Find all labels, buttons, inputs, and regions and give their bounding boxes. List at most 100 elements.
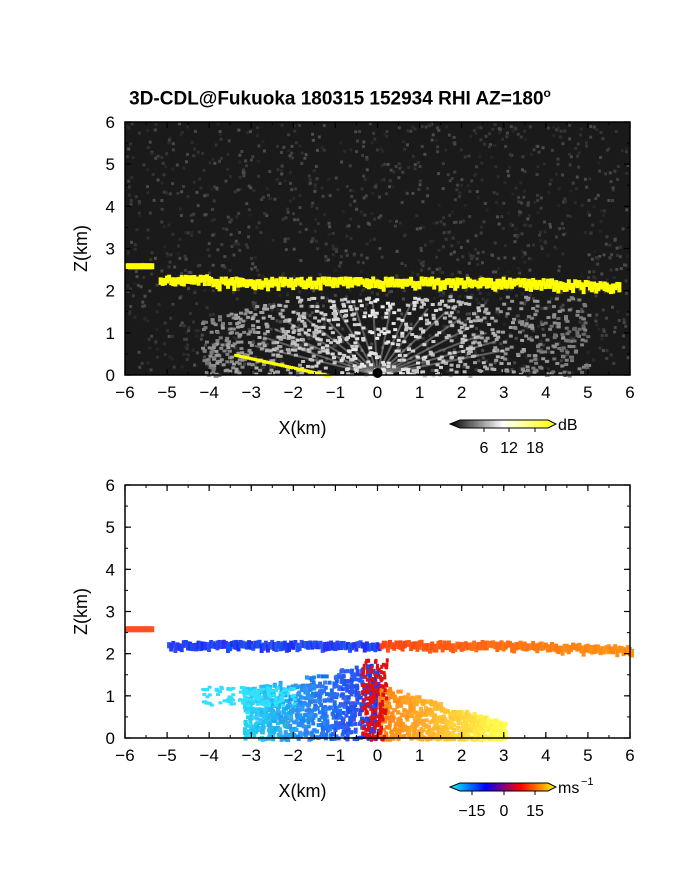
noise-pixel: [397, 126, 401, 130]
noise-pixel: [475, 353, 479, 357]
noise-pixel: [332, 344, 336, 348]
noise-pixel: [352, 252, 356, 256]
velocity-pixel: [271, 702, 276, 707]
ground-return-pixel: [310, 370, 315, 374]
velocity-pixel: [270, 712, 275, 717]
velocity-pixel: [489, 641, 494, 648]
noise-pixel: [540, 306, 544, 310]
noise-pixel: [541, 146, 545, 150]
backscatter-pixel: [268, 349, 273, 353]
velocity-pixel: [416, 718, 421, 723]
backscatter-pixel: [556, 322, 561, 326]
backscatter-pixel: [237, 358, 242, 362]
noise-pixel: [366, 330, 370, 334]
noise-pixel: [234, 239, 238, 243]
velocity-pixel: [263, 640, 268, 649]
noise-pixel: [577, 151, 581, 155]
noise-pixel: [505, 287, 509, 291]
velocity-pixel: [408, 696, 413, 701]
noise-pixel: [278, 320, 282, 324]
velocity-pixel: [260, 707, 265, 712]
backscatter-pixel: [519, 307, 524, 311]
velocity-pixel: [350, 712, 355, 717]
backscatter-pixel: [348, 305, 353, 309]
cloud-pixel: [310, 280, 315, 290]
noise-pixel: [407, 165, 411, 169]
noise-pixel: [308, 181, 312, 185]
backscatter-pixel: [465, 347, 470, 351]
cloud-pixel: [272, 279, 277, 286]
backscatter-pixel: [511, 321, 516, 325]
cloud-pixel: [133, 263, 138, 270]
noise-pixel: [471, 254, 475, 258]
ground-return-pixel: [265, 360, 270, 364]
velocity-pixel: [345, 707, 350, 712]
ground-return-pixel: [305, 369, 310, 373]
noise-pixel: [167, 141, 171, 145]
backscatter-pixel: [286, 329, 291, 333]
noise-pixel: [493, 361, 497, 365]
noise-pixel: [594, 294, 598, 298]
backscatter-pixel: [261, 362, 266, 366]
velocity-pixel: [209, 703, 214, 707]
noise-pixel: [570, 371, 574, 375]
velocity-pixel: [300, 707, 305, 712]
noise-pixel: [253, 291, 257, 295]
ray-streak: [376, 317, 461, 376]
backscatter-pixel: [454, 370, 459, 374]
velocity-pixel: [473, 737, 478, 742]
noise-pixel: [625, 312, 629, 316]
backscatter-pixel: [296, 296, 301, 300]
velocity-pixel: [533, 643, 538, 652]
backscatter-pixel: [569, 339, 574, 343]
cloud-pixel: [472, 279, 477, 286]
velocity-pixel: [352, 713, 357, 718]
noise-pixel: [456, 270, 460, 274]
noise-pixel: [228, 220, 232, 224]
backscatter-pixel: [387, 372, 392, 376]
velocity-pixel: [518, 640, 523, 649]
x-tick-label: 5: [583, 383, 592, 402]
velocity-pixel: [301, 724, 306, 729]
noise-pixel: [525, 354, 529, 358]
cloud-pixel: [333, 277, 338, 286]
velocity-pixel: [554, 643, 559, 653]
backscatter-pixel: [332, 307, 337, 311]
noise-pixel: [388, 219, 392, 223]
backscatter-pixel: [313, 324, 318, 328]
velocity-pixel: [415, 698, 420, 703]
noise-pixel: [339, 141, 343, 145]
backscatter-pixel: [320, 346, 325, 350]
cloud-pixel: [194, 276, 199, 283]
cloud-pixel: [251, 279, 256, 289]
velocity-pixel: [421, 643, 426, 652]
noise-pixel: [448, 213, 452, 217]
backscatter-pixel: [544, 359, 549, 363]
backscatter-pixel: [386, 361, 391, 365]
velocity-pixel: [266, 723, 271, 728]
noise-pixel: [580, 327, 584, 331]
backscatter-pixel: [229, 327, 234, 331]
velocity-pixel: [344, 685, 349, 690]
ground-return-pixel: [240, 355, 245, 359]
noise-pixel: [385, 130, 389, 134]
noise-pixel: [172, 365, 176, 369]
noise-pixel: [168, 192, 172, 196]
noise-pixel: [539, 206, 543, 210]
velocity-pixel: [608, 646, 613, 653]
velocity-pixel: [372, 722, 377, 727]
noise-pixel: [426, 346, 430, 350]
velocity-pixel: [380, 664, 384, 669]
backscatter-pixel: [385, 308, 390, 312]
velocity-pixel: [444, 728, 449, 733]
y-tick-label: 1: [106, 687, 115, 706]
cloud-pixel: [175, 277, 180, 284]
backscatter-pixel: [558, 372, 563, 376]
backscatter-pixel: [361, 326, 366, 330]
velocity-pixel: [421, 728, 426, 733]
cloud-pixel: [295, 277, 300, 285]
backscatter-pixel: [560, 332, 565, 336]
noise-pixel: [514, 186, 518, 190]
velocity-pixel: [207, 693, 212, 697]
ground-return-pixel: [261, 359, 266, 363]
